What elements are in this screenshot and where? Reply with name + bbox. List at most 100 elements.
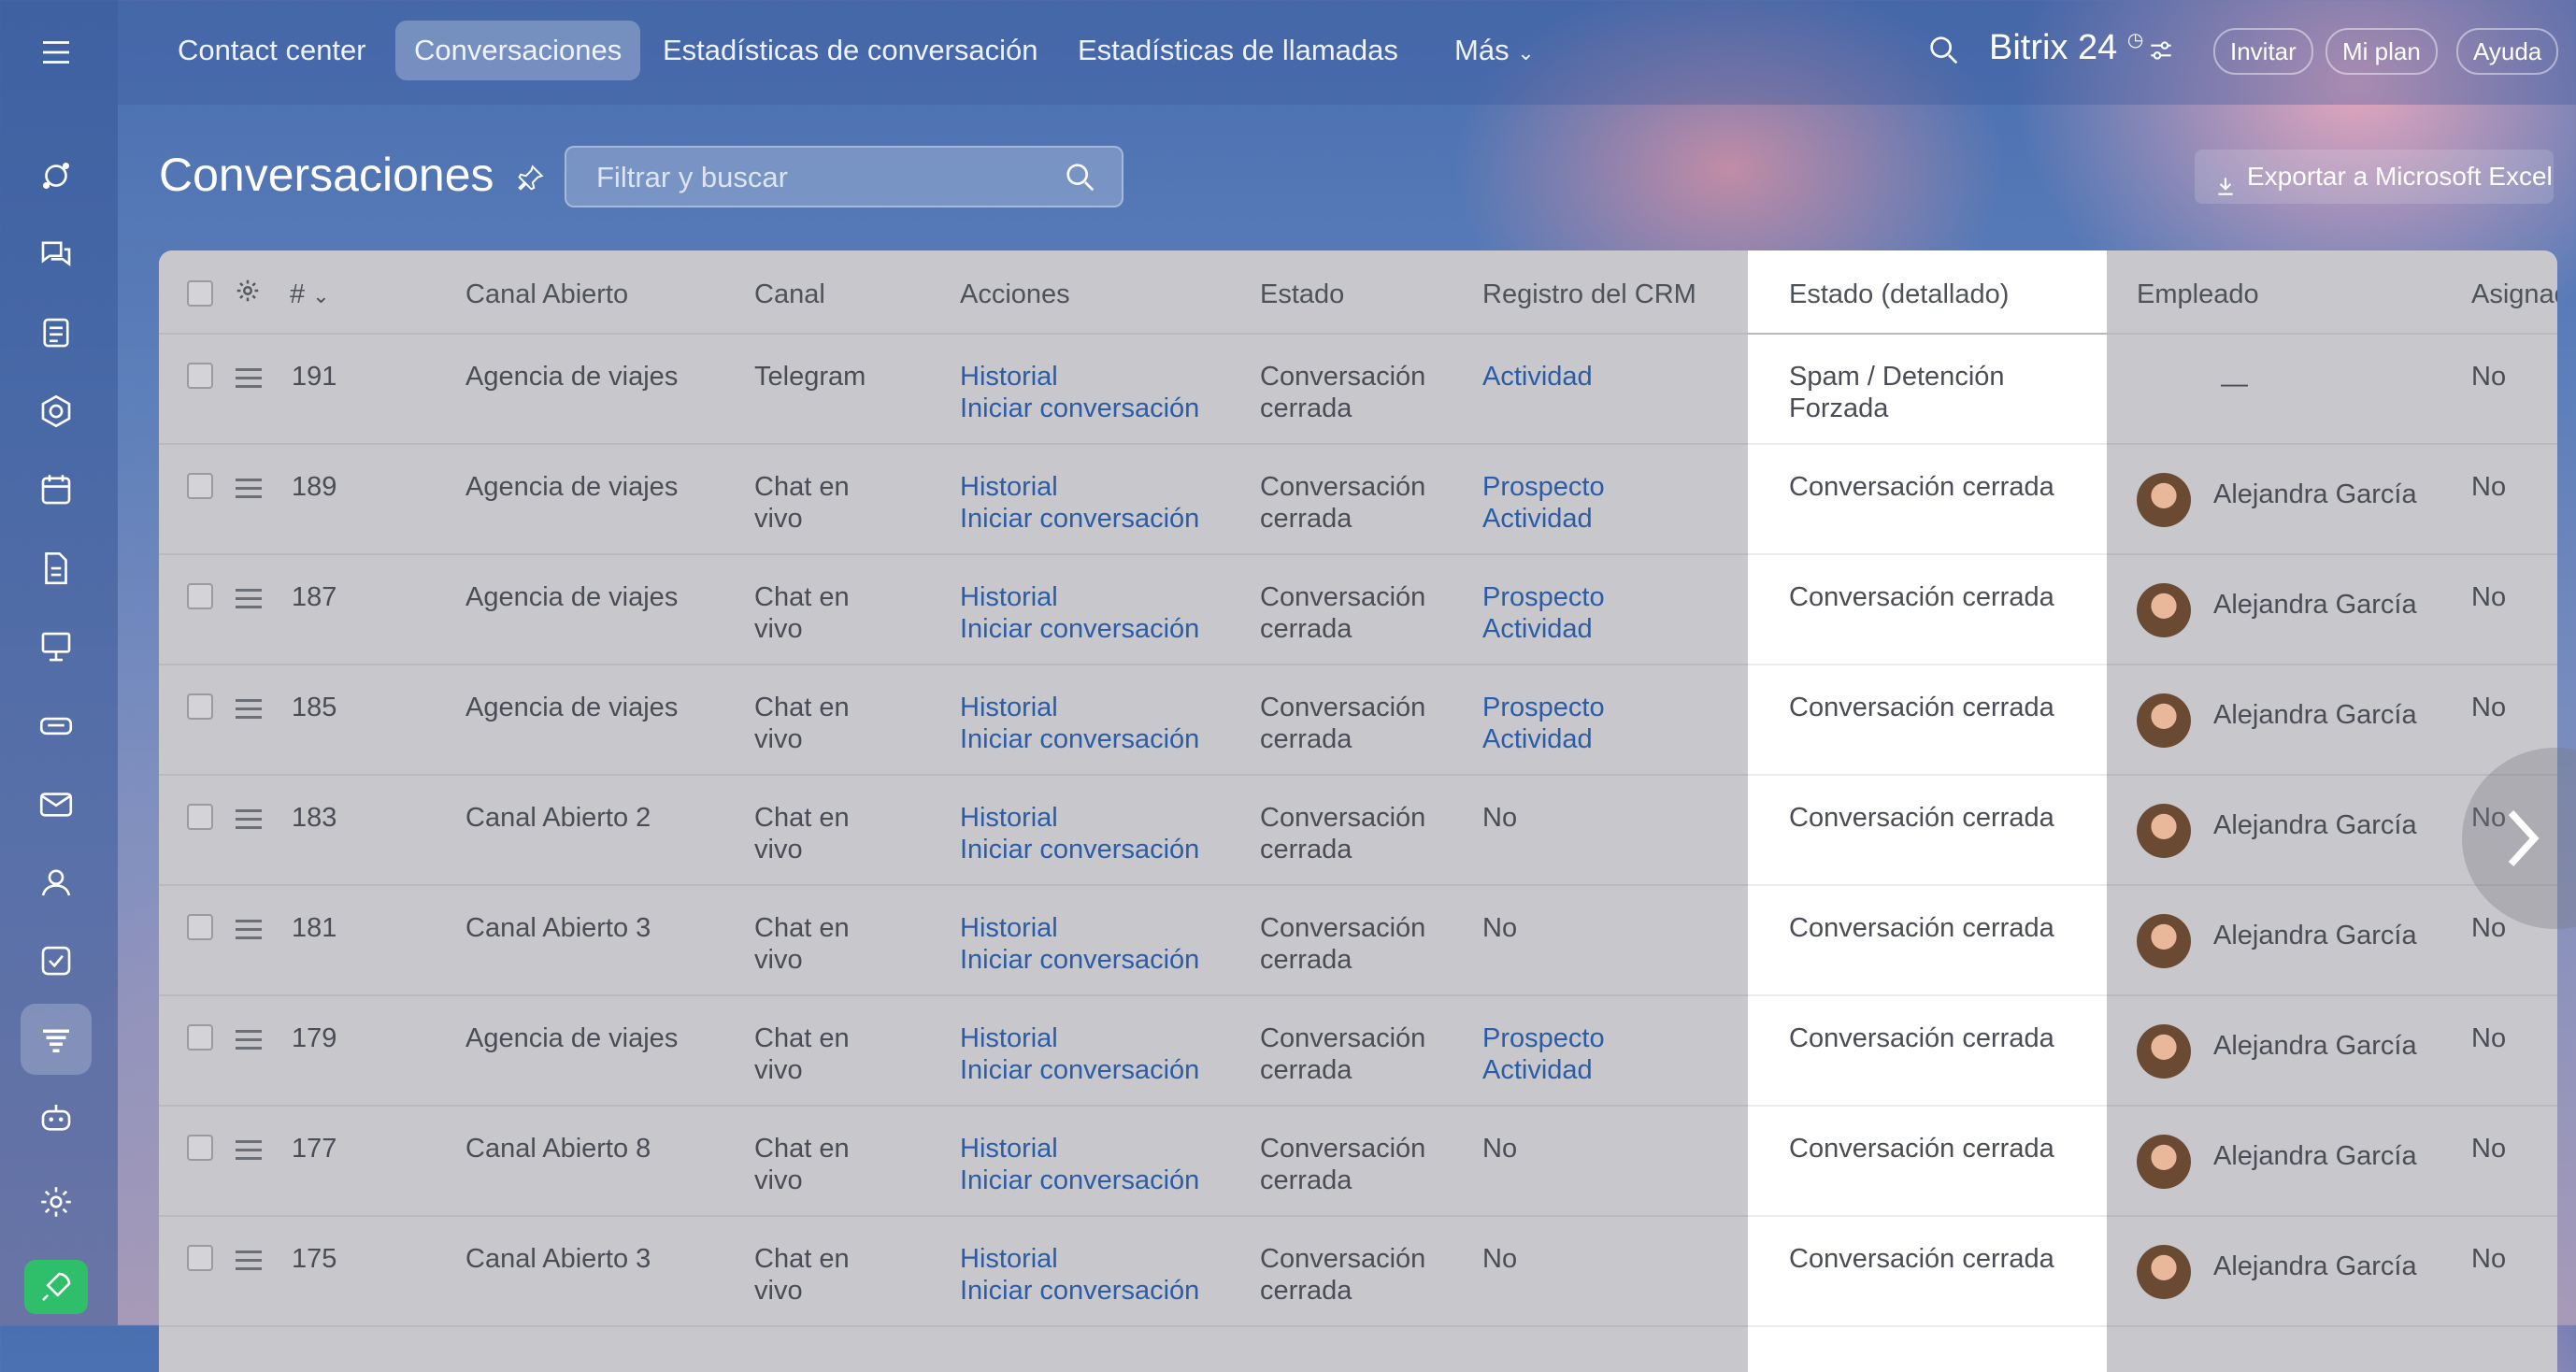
avatar[interactable] xyxy=(2137,914,2191,968)
drag-handle-icon[interactable] xyxy=(236,809,262,835)
help-button[interactable]: Ayuda xyxy=(2456,28,2559,75)
settings-icon[interactable] xyxy=(234,277,262,312)
avatar[interactable] xyxy=(2137,473,2191,527)
start-conversation-link[interactable]: Iniciar conversación xyxy=(960,1055,1200,1085)
start-conversation-link[interactable]: Iniciar conversación xyxy=(960,724,1200,754)
avatar[interactable] xyxy=(2137,804,2191,858)
robot-icon[interactable] xyxy=(21,1082,92,1153)
avatar[interactable] xyxy=(2137,1024,2191,1079)
history-link[interactable]: Historial xyxy=(960,1134,1058,1164)
tasks-icon[interactable] xyxy=(21,925,92,996)
employee-name[interactable]: Alejandra García xyxy=(2213,590,2417,620)
docs-icon[interactable] xyxy=(21,533,92,604)
flows-icon[interactable] xyxy=(21,140,92,211)
row-checkbox[interactable] xyxy=(187,473,213,499)
avatar[interactable] xyxy=(2137,583,2191,637)
search-input[interactable] xyxy=(594,157,1038,198)
avatar[interactable] xyxy=(2137,693,2191,748)
crm-record-link[interactable]: Actividad xyxy=(1482,614,1593,644)
row-checkbox[interactable] xyxy=(187,693,213,720)
mail-icon[interactable] xyxy=(21,768,92,839)
employee-name[interactable]: Alejandra García xyxy=(2213,1141,2417,1171)
rocket-icon[interactable] xyxy=(24,1260,88,1314)
drag-handle-icon[interactable] xyxy=(236,1251,262,1276)
column-header-estado-detallado[interactable]: Estado (detallado) xyxy=(1789,279,2010,309)
select-all-checkbox[interactable] xyxy=(187,280,213,307)
column-header-empleado[interactable]: Empleado xyxy=(2137,279,2259,309)
crm-record-link[interactable]: Prospecto xyxy=(1482,1023,1605,1053)
row-checkbox[interactable] xyxy=(187,1135,213,1161)
drag-handle-icon[interactable] xyxy=(236,1140,262,1165)
start-conversation-link[interactable]: Iniciar conversación xyxy=(960,614,1200,644)
row-checkbox[interactable] xyxy=(187,583,213,609)
drag-handle-icon[interactable] xyxy=(236,920,262,945)
contacts-icon[interactable] xyxy=(21,847,92,918)
crm-record-link[interactable]: Prospecto xyxy=(1482,693,1605,722)
drag-handle-icon[interactable] xyxy=(236,589,262,614)
presentation-icon[interactable] xyxy=(21,611,92,682)
tab-more[interactable]: Más ⌄ xyxy=(1436,21,1553,80)
row-checkbox[interactable] xyxy=(187,804,213,830)
sliders-icon[interactable] xyxy=(2146,36,2176,70)
crm-icon[interactable] xyxy=(21,690,92,761)
column-header-estado[interactable]: Estado xyxy=(1260,279,1345,309)
column-header-number[interactable]: # ⌄ xyxy=(290,279,330,312)
tab-contact-center[interactable]: Contact center xyxy=(178,34,366,66)
column-header-acciones[interactable]: Acciones xyxy=(960,279,1070,309)
drag-handle-icon[interactable] xyxy=(236,368,262,393)
history-link[interactable]: Historial xyxy=(960,362,1058,392)
start-conversation-link[interactable]: Iniciar conversación xyxy=(960,835,1200,865)
drag-handle-icon[interactable] xyxy=(236,479,262,504)
my-plan-button[interactable]: Mi plan xyxy=(2326,28,2438,75)
employee-name[interactable]: Alejandra García xyxy=(2213,810,2417,840)
history-link[interactable]: Historial xyxy=(960,1244,1058,1274)
hexagon-icon[interactable] xyxy=(21,376,92,447)
history-link[interactable]: Historial xyxy=(960,472,1058,502)
crm-record-link[interactable]: Actividad xyxy=(1482,504,1593,534)
row-checkbox[interactable] xyxy=(187,914,213,940)
export-excel-button[interactable]: Exportar a Microsoft Excel xyxy=(2195,150,2554,204)
row-checkbox[interactable] xyxy=(187,363,213,389)
crm-record-link[interactable]: Prospecto xyxy=(1482,582,1605,612)
column-header-canal-abierto[interactable]: Canal Abierto xyxy=(465,279,629,309)
column-header-canal[interactable]: Canal xyxy=(754,279,825,309)
start-conversation-link[interactable]: Iniciar conversación xyxy=(960,945,1200,975)
employee-name[interactable]: Alejandra García xyxy=(2213,479,2417,509)
start-conversation-link[interactable]: Iniciar conversación xyxy=(960,504,1200,534)
history-link[interactable]: Historial xyxy=(960,582,1058,612)
avatar[interactable] xyxy=(2137,1245,2191,1299)
history-link[interactable]: Historial xyxy=(960,1023,1058,1053)
filter-search-box[interactable] xyxy=(565,146,1123,207)
employee-name[interactable]: Alejandra García xyxy=(2213,1251,2417,1281)
tab-estadisticas-conversacion[interactable]: Estadísticas de conversación xyxy=(663,34,1038,66)
row-checkbox[interactable] xyxy=(187,1024,213,1050)
drag-handle-icon[interactable] xyxy=(236,699,262,724)
invite-button[interactable]: Invitar xyxy=(2213,28,2313,75)
column-header-registro-crm[interactable]: Registro del CRM xyxy=(1482,279,1696,309)
crm-record-link[interactable]: Actividad xyxy=(1482,1055,1593,1085)
chats-icon[interactable] xyxy=(21,219,92,290)
crm-record-link[interactable]: Actividad xyxy=(1482,362,1593,392)
row-checkbox[interactable] xyxy=(187,1245,213,1271)
search-icon[interactable] xyxy=(1062,159,1099,201)
history-link[interactable]: Historial xyxy=(960,803,1058,833)
employee-name[interactable]: Alejandra García xyxy=(2213,700,2417,730)
settings-icon[interactable] xyxy=(21,1166,92,1237)
employee-name[interactable]: Alejandra García xyxy=(2213,1031,2417,1061)
calendar-icon[interactable] xyxy=(21,454,92,525)
column-header-asignado[interactable]: Asignad xyxy=(2471,279,2557,309)
contact-center-icon[interactable] xyxy=(21,1004,92,1075)
pin-icon[interactable] xyxy=(514,151,546,206)
feed-icon[interactable] xyxy=(21,297,92,368)
start-conversation-link[interactable]: Iniciar conversación xyxy=(960,1165,1200,1195)
employee-name[interactable]: Alejandra García xyxy=(2213,921,2417,950)
crm-record-link[interactable]: Prospecto xyxy=(1482,472,1605,502)
start-conversation-link[interactable]: Iniciar conversación xyxy=(960,1276,1200,1306)
tab-estadisticas-llamadas[interactable]: Estadísticas de llamadas xyxy=(1078,34,1398,66)
history-link[interactable]: Historial xyxy=(960,693,1058,722)
drag-handle-icon[interactable] xyxy=(236,1030,262,1055)
menu-icon[interactable] xyxy=(21,17,92,88)
crm-record-link[interactable]: Actividad xyxy=(1482,724,1593,754)
avatar[interactable] xyxy=(2137,1135,2191,1189)
history-link[interactable]: Historial xyxy=(960,913,1058,943)
